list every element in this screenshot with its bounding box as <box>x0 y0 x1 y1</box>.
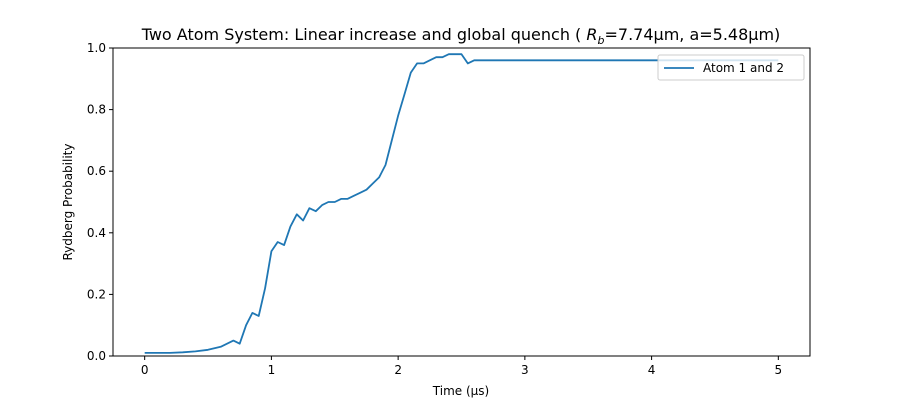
legend-label: Atom 1 and 2 <box>703 61 784 75</box>
x-tick-label: 3 <box>521 363 529 377</box>
legend-box <box>657 54 805 81</box>
x-tick-label: 5 <box>774 363 782 377</box>
x-tick-label: 4 <box>648 363 656 377</box>
x-axis: 0 1 2 3 4 5 <box>141 356 782 377</box>
y-axis-label: Rydberg Probability <box>61 144 75 261</box>
y-axis: 0.0 0.2 0.4 0.6 0.8 1.0 <box>87 41 113 363</box>
plot-frame <box>112 47 811 357</box>
x-tick-label: 2 <box>394 363 402 377</box>
chart-title: Two Atom System: Linear increase and glo… <box>141 25 781 47</box>
y-tick-label: 0.0 <box>87 349 106 363</box>
y-tick-label: 0.6 <box>87 164 106 178</box>
y-tick-label: 0.4 <box>87 226 106 240</box>
x-axis-label: Time (μs) <box>432 384 489 398</box>
x-tick-label: 1 <box>268 363 276 377</box>
y-tick-label: 1.0 <box>87 41 106 55</box>
series-layer <box>144 53 779 354</box>
series-line-atom-1-and-2 <box>144 53 779 354</box>
x-tick-label: 0 <box>141 363 149 377</box>
y-tick-label: 0.2 <box>87 287 106 301</box>
legend: Atom 1 and 2 <box>657 54 805 81</box>
plot-area: 0 1 2 3 4 5 0.0 0.2 0.4 0.6 0.8 1.0 <box>87 41 811 377</box>
y-tick-label: 0.8 <box>87 103 106 117</box>
